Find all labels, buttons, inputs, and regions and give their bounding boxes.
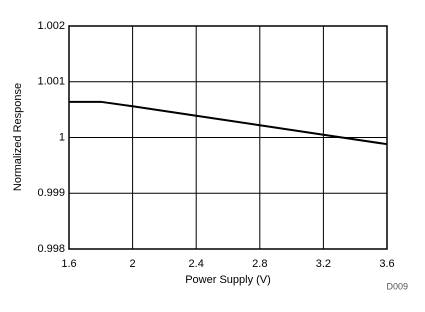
y-tick-label: 1 (59, 131, 65, 143)
x-tick-label: 2 (130, 258, 136, 270)
x-tick-label: 2.4 (189, 258, 204, 270)
x-tick-label: 3.2 (316, 258, 331, 270)
y-tick-label: 1.001 (37, 76, 65, 88)
figure-id: D009 (386, 281, 408, 291)
data-line (69, 100, 388, 146)
y-tick-label: 1.002 (37, 20, 65, 32)
y-tick-label: 0.998 (37, 243, 65, 255)
x-tick-label: 3.6 (379, 258, 394, 270)
x-axis-label: Power Supply (V) (185, 274, 271, 286)
x-tick-label: 2.8 (252, 258, 267, 270)
x-tick-label: 1.6 (61, 258, 76, 270)
y-tick-label: 0.999 (37, 187, 65, 199)
y-axis-label: Normalized Response (12, 83, 24, 191)
plot-frame (68, 25, 388, 250)
